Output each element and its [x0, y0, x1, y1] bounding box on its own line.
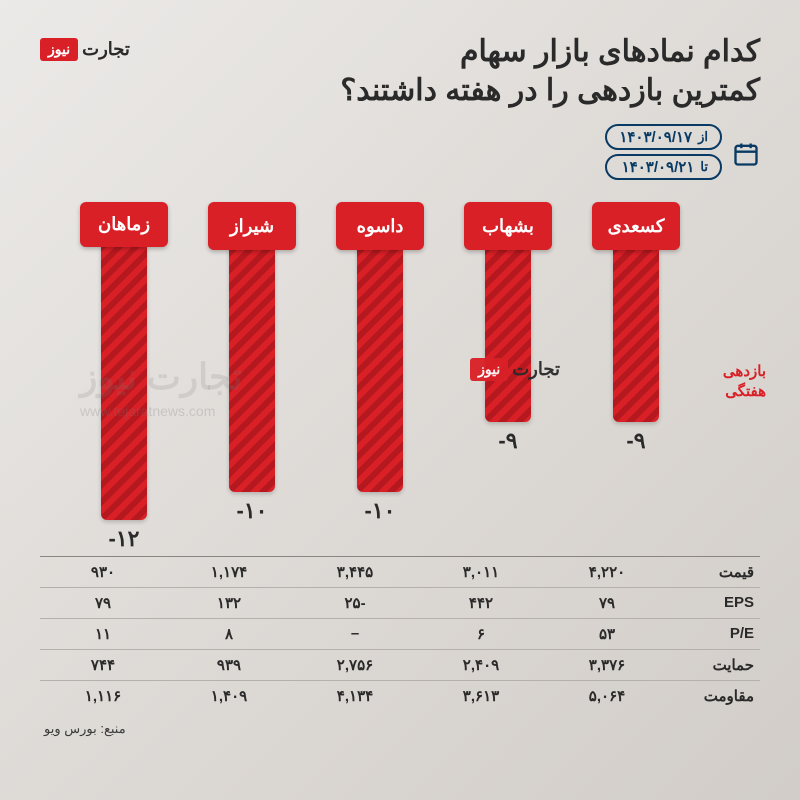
table-row-label: EPS	[670, 588, 760, 618]
table-cell: –	[292, 619, 418, 649]
table-row-label: P/E	[670, 619, 760, 649]
table-row: مقاومت۵,۰۶۴۳,۶۱۳۴,۱۳۴۱,۴۰۹۱,۱۱۶	[40, 681, 760, 711]
table-row: قیمت۴,۲۲۰۳,۰۱۱۳,۴۴۵۱,۱۷۴۹۳۰	[40, 557, 760, 588]
brand-red-badge: نیوز	[40, 38, 78, 61]
source-line: منبع: بورس ویو	[40, 721, 760, 737]
title-line-2: کمترین بازدهی را در هفته داشتند؟	[340, 71, 760, 110]
chart-area: بازدهی هفتگی تجارت نیوز www.tejaratnews.…	[40, 202, 760, 776]
table-cell: ۴۴۲	[418, 588, 544, 618]
table-cell: ۱,۴۰۹	[166, 681, 292, 711]
table-row: حمایت۳,۳۷۶۲,۴۰۹۲,۷۵۶۹۳۹۷۴۴	[40, 650, 760, 681]
watermark-logo: تجارت نیوز	[470, 358, 560, 381]
bar-label: زماهان	[80, 202, 168, 247]
y-label-line-2: هفتگی	[723, 382, 766, 402]
table-cell: ۳,۳۷۶	[544, 650, 670, 680]
bar-column: داسوه -۱۰	[336, 202, 424, 552]
table-row-label: قیمت	[670, 557, 760, 587]
table-cell: ۳,۶۱۳	[418, 681, 544, 711]
bar-label: شیراز	[208, 202, 296, 250]
table-cell: ۱,۱۱۶	[40, 681, 166, 711]
content-root: کدام نمادهای بازار سهام کمترین بازدهی را…	[0, 0, 800, 800]
bar-column: کسعدی -۹	[592, 202, 680, 552]
table-cell: ۵۳	[544, 619, 670, 649]
table-cell: ۱۱	[40, 619, 166, 649]
table-cell: ۷۹	[544, 588, 670, 618]
table-cell: ۳,۴۴۵	[292, 557, 418, 587]
wm-brand-text: تجارت	[512, 359, 560, 380]
bar-value: -۱۰	[237, 498, 268, 524]
table-cell: -۲۵	[292, 588, 418, 618]
table-cell: ۲,۷۵۶	[292, 650, 418, 680]
wm-brand-badge: نیوز	[470, 358, 508, 381]
chart-y-label: بازدهی هفتگی	[723, 362, 766, 401]
table-cell: ۶	[418, 619, 544, 649]
source-value: بورس ویو	[44, 721, 97, 736]
bar-value: -۹	[498, 428, 517, 454]
title-line-1: کدام نمادهای بازار سهام	[340, 32, 760, 71]
table-cell: ۱۳۲	[166, 588, 292, 618]
date-from: از ۱۴۰۳/۰۹/۱۷	[605, 124, 722, 150]
date-to-label: تا	[700, 159, 708, 175]
table-row: EPS۷۹۴۴۲-۲۵۱۳۲۷۹	[40, 588, 760, 619]
watermark-big: تجارت نیوز	[80, 352, 242, 402]
bar-label: کسعدی	[592, 202, 680, 250]
table-cell: ۴,۱۳۴	[292, 681, 418, 711]
source-label: منبع:	[100, 721, 125, 736]
calendar-icon	[732, 140, 760, 168]
watermark: تجارت نیوز www.tejaratnews.com	[80, 352, 242, 422]
date-pills: از ۱۴۰۳/۰۹/۱۷ تا ۱۴۰۳/۰۹/۲۱	[605, 124, 722, 184]
bar-value: -۹	[626, 428, 645, 454]
date-range: از ۱۴۰۳/۰۹/۱۷ تا ۱۴۰۳/۰۹/۲۱	[340, 124, 760, 184]
date-from-value: ۱۴۰۳/۰۹/۱۷	[619, 128, 692, 146]
table-cell: ۹۳۰	[40, 557, 166, 587]
table-cell: ۲,۴۰۹	[418, 650, 544, 680]
brand-logo: تجارت نیوز	[40, 38, 130, 61]
table-row-label: مقاومت	[670, 681, 760, 711]
y-label-line-1: بازدهی	[723, 362, 766, 382]
table-cell: ۹۳۹	[166, 650, 292, 680]
bar-body	[613, 246, 659, 422]
table-cell: ۴,۲۲۰	[544, 557, 670, 587]
bar-label: بشهاب	[464, 202, 552, 250]
date-to: تا ۱۴۰۳/۰۹/۲۱	[605, 154, 722, 180]
table-cell: ۳,۰۱۱	[418, 557, 544, 587]
watermark-url: www.tejaratnews.com	[80, 402, 242, 422]
table-cell: ۱,۱۷۴	[166, 557, 292, 587]
bar-value: -۱۰	[365, 498, 396, 524]
brand-text: تجارت	[82, 39, 130, 60]
bar-body	[357, 246, 403, 492]
table-cell: ۸	[166, 619, 292, 649]
data-table: قیمت۴,۲۲۰۳,۰۱۱۳,۴۴۵۱,۱۷۴۹۳۰EPS۷۹۴۴۲-۲۵۱۳…	[40, 556, 760, 711]
table-cell: ۷۹	[40, 588, 166, 618]
table-cell: ۷۴۴	[40, 650, 166, 680]
table-row-label: حمایت	[670, 650, 760, 680]
table-cell: ۵,۰۶۴	[544, 681, 670, 711]
date-to-value: ۱۴۰۳/۰۹/۲۱	[622, 158, 695, 176]
bar-body	[485, 246, 531, 422]
bar-label: داسوه	[336, 202, 424, 250]
header: کدام نمادهای بازار سهام کمترین بازدهی را…	[40, 32, 760, 184]
date-from-label: از	[698, 129, 708, 145]
title-block: کدام نمادهای بازار سهام کمترین بازدهی را…	[340, 32, 760, 184]
table-row: P/E۵۳۶–۸۱۱	[40, 619, 760, 650]
bar-value: -۱۲	[109, 526, 140, 552]
